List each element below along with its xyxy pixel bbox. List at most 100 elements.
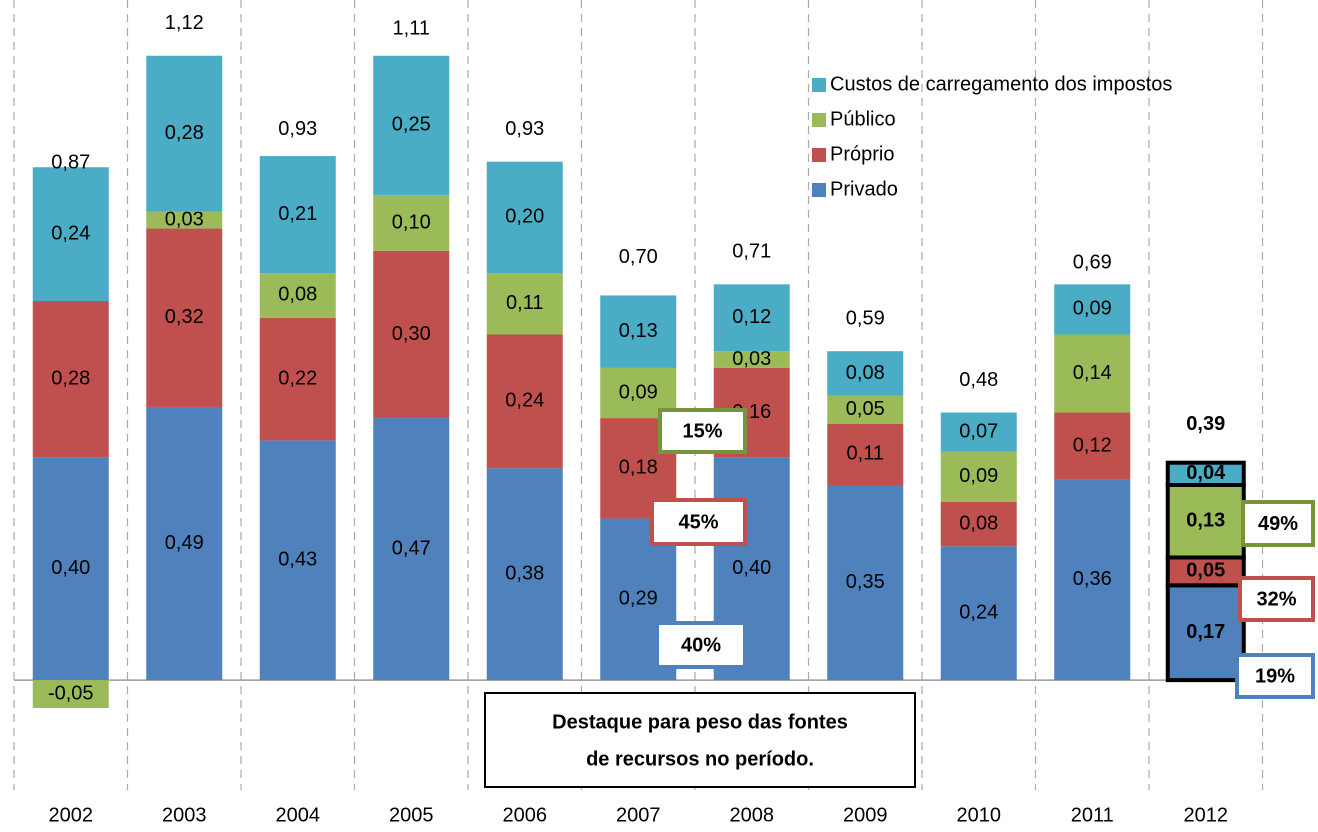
- annotation-box: [1235, 653, 1315, 699]
- bar-segment: [1054, 479, 1131, 681]
- annotation-box: [650, 498, 747, 546]
- x-tick-label: 2003: [162, 804, 207, 826]
- total-label: 1,12: [165, 12, 204, 34]
- bar-segment: [259, 156, 336, 274]
- legend-swatch: [812, 78, 826, 92]
- bar-segment: [1054, 334, 1131, 413]
- legend-label: Privado: [830, 178, 898, 200]
- value-label: 0,10: [392, 211, 431, 233]
- bar-segment: [486, 161, 563, 274]
- total-label: 0,71: [732, 241, 771, 263]
- value-label: 0,43: [278, 549, 317, 571]
- bar-segment: [827, 423, 904, 485]
- x-tick-label: 2002: [49, 804, 94, 826]
- legend-label: Público: [830, 108, 896, 130]
- bar-segment: [600, 295, 677, 368]
- value-label: 0,17: [1186, 621, 1225, 643]
- bar-segment: [940, 501, 1017, 547]
- value-label: 0,22: [278, 367, 317, 389]
- value-label: 0,04: [1186, 462, 1226, 484]
- value-label: 0,12: [732, 306, 771, 328]
- x-tick-label: 2007: [616, 804, 661, 826]
- bar-segment: [486, 273, 563, 335]
- bar-segment: [259, 317, 336, 441]
- value-label: 0,14: [1073, 362, 1112, 384]
- value-label: 0,24: [51, 222, 90, 244]
- value-label: 0,35: [846, 571, 885, 593]
- legend-swatch: [812, 148, 826, 162]
- bar-segment: [259, 273, 336, 318]
- value-label: 0,32: [165, 306, 204, 328]
- bar-segment: [32, 301, 109, 458]
- value-label: 0,38: [505, 562, 544, 584]
- annotation-text: 40%: [681, 634, 721, 656]
- value-label: 0,40: [51, 557, 90, 579]
- total-label: 0,87: [51, 151, 90, 173]
- value-label: 0,12: [1073, 434, 1112, 456]
- bar-segment: [373, 195, 450, 251]
- value-label: 0,36: [1073, 568, 1112, 590]
- x-tick-label: 2006: [503, 804, 548, 826]
- x-tick-label: 2010: [957, 804, 1002, 826]
- bar-segment: [146, 211, 223, 229]
- bar-segment: [146, 228, 223, 407]
- bar-segment: [940, 412, 1017, 452]
- total-label: 0,93: [278, 118, 317, 140]
- bar-segment: [827, 351, 904, 396]
- total-label: 0,48: [959, 369, 998, 391]
- note-text: de recursos no período.: [586, 748, 814, 770]
- value-label: 0,09: [619, 381, 658, 403]
- bar-segment: [1054, 412, 1131, 480]
- bar-segment: [373, 55, 450, 196]
- bar-segment: [32, 680, 109, 708]
- value-label: 0,28: [51, 367, 90, 389]
- bar-segment: [713, 284, 790, 352]
- value-label: 0,03: [165, 208, 204, 230]
- value-label: 0,18: [619, 457, 658, 479]
- value-label: 0,11: [847, 443, 884, 465]
- note-text: Destaque para peso das fontes: [552, 711, 848, 733]
- annotation-text: 19%: [1255, 665, 1295, 687]
- note-box: [484, 692, 916, 788]
- x-tick-label: 2012: [1184, 804, 1229, 826]
- bar-segment: [827, 484, 904, 681]
- value-label: 0,09: [959, 465, 998, 487]
- annotation-box: [1238, 576, 1315, 622]
- bar-segment: [146, 55, 223, 212]
- value-label: 0,30: [392, 323, 431, 345]
- value-label: -0,05: [48, 682, 94, 704]
- legend-swatch: [812, 183, 826, 197]
- value-label: 0,09: [1073, 298, 1112, 320]
- value-label: 0,08: [278, 284, 317, 306]
- value-label: 0,40: [732, 557, 771, 579]
- legend-swatch: [812, 113, 826, 127]
- legend-label: Próprio: [830, 143, 894, 165]
- value-label: 0,20: [505, 206, 544, 228]
- bar-segment: [486, 468, 563, 681]
- value-label: 0,24: [505, 390, 544, 412]
- annotation-box: [658, 408, 747, 454]
- bar-segment: [486, 334, 563, 469]
- value-label: 0,03: [732, 348, 771, 370]
- bar-segment: [146, 406, 223, 681]
- bar-segment: [259, 440, 336, 681]
- value-label: 0,24: [959, 601, 998, 623]
- total-label: 0,93: [505, 118, 544, 140]
- value-label: 0,08: [846, 362, 885, 384]
- total-label: 0,59: [846, 307, 885, 329]
- value-label: 0,49: [165, 532, 204, 554]
- bar-segment: [940, 546, 1017, 681]
- value-label: 0,47: [392, 537, 431, 559]
- annotation-text: 15%: [682, 420, 722, 442]
- x-tick-label: 2011: [1071, 804, 1114, 826]
- x-tick-label: 2009: [843, 804, 888, 826]
- value-label: 0,21: [278, 203, 317, 225]
- value-label: 0,13: [1186, 510, 1225, 532]
- bar-segment: [1165, 555, 1246, 588]
- value-label: 0,13: [619, 320, 658, 342]
- total-label: 1,11: [393, 18, 430, 40]
- annotation-box: [1241, 500, 1315, 547]
- annotation-box: [655, 621, 747, 669]
- value-label: 0,25: [392, 114, 431, 136]
